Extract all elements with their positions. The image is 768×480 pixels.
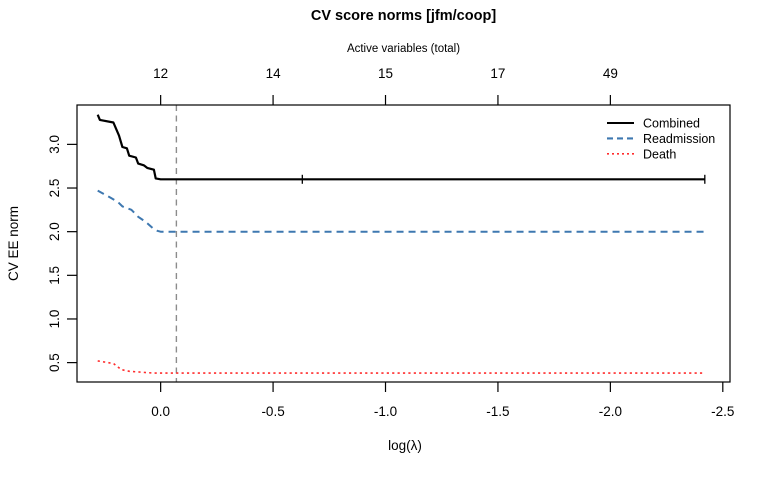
- x-axis-title: log(λ): [388, 438, 422, 453]
- x-tick-label: -0.5: [261, 404, 284, 419]
- top-tick-label: 49: [603, 66, 618, 81]
- chart-title: CV score norms [jfm/coop]: [311, 8, 496, 24]
- x-tick-label: 0.0: [151, 404, 170, 419]
- x-tick-label: -1.0: [374, 404, 397, 419]
- y-tick-label: 0.5: [47, 353, 62, 372]
- top-axis-title: Active variables (total): [347, 43, 460, 55]
- y-tick-label: 1.0: [47, 310, 62, 329]
- legend-label-readmission: Readmission: [643, 132, 715, 146]
- top-tick-label: 14: [266, 66, 282, 81]
- y-tick-label: 3.0: [47, 135, 62, 154]
- x-tick-label: -2.5: [711, 404, 734, 419]
- legend-label-death: Death: [643, 147, 676, 161]
- series-line-death: [97, 360, 705, 374]
- y-tick-label: 2.5: [47, 179, 62, 198]
- top-tick-label: 15: [378, 66, 393, 81]
- axes: 0.0 -0.5 -1.0 -1.5 -2.0 -2.5 12 14 15 17 49 0.5 1.0 1…: [47, 66, 734, 419]
- series-lines: [96, 114, 705, 374]
- top-tick-label: 12: [153, 66, 168, 81]
- y-axis-title: CV EE norm: [6, 206, 21, 281]
- y-tick-label: 2.0: [47, 222, 62, 241]
- series-end-markers: [301, 174, 706, 184]
- x-tick-label: -1.5: [486, 404, 509, 419]
- x-tick-label: -2.0: [599, 404, 622, 419]
- top-tick-label: 17: [490, 66, 505, 81]
- plot-border-box: [76, 104, 731, 383]
- series-line-combined: [96, 114, 705, 181]
- legend-label-combined: Combined: [643, 117, 700, 131]
- y-tick-label: 1.5: [47, 266, 62, 285]
- series-line-readmission: [97, 189, 705, 233]
